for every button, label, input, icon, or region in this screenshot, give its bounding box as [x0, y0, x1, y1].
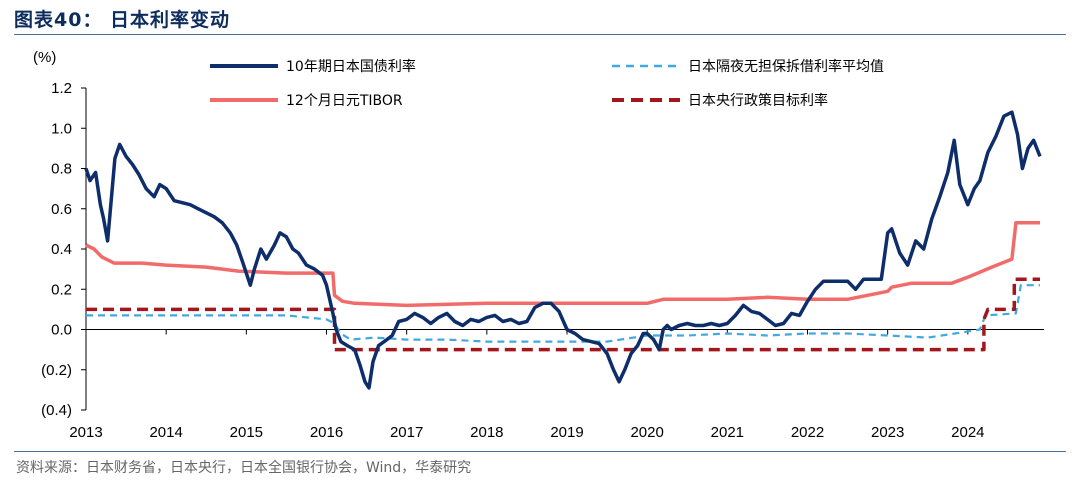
chart-legend: 10年期日本国债利率 日本隔夜无担保拆借利率平均值 12个月日元TIBOR 日本央行政… — [210, 58, 884, 109]
legend-label-2: 日本隔夜无担保拆借利率平均值 — [688, 58, 884, 75]
source-note: 资料来源：日本财务省，日本央行，日本全国银行协会，Wind，华泰研究 — [16, 460, 472, 476]
legend-label-1: 10年期日本国债利率 — [286, 58, 416, 75]
x-tick-label: 2023 — [871, 424, 904, 441]
y-tick-label: (0.2) — [41, 362, 72, 379]
series-line-1 — [84, 110, 1042, 390]
legend-label-3: 12个月日元TIBOR — [286, 93, 403, 109]
x-tick-label: 2024 — [951, 424, 984, 441]
series-line-2 — [86, 284, 1040, 343]
y-tick-label: 0.8 — [51, 161, 72, 178]
legend-label-4: 日本央行政策目标利率 — [688, 92, 828, 109]
y-tick-label: 0.4 — [51, 241, 72, 258]
x-tick-label: 2020 — [630, 424, 663, 441]
line-chart: (%) 1.2 1.0 0.8 0.6 0.4 0.2 0.0 (0.2) (0.4) 2013 20… — [33, 49, 1044, 441]
x-tick-label: 2016 — [310, 424, 343, 441]
y-tick-label: 0.0 — [51, 322, 72, 339]
y-axis-unit: (%) — [33, 49, 56, 66]
x-tick-label: 2017 — [390, 424, 423, 441]
source-divider — [14, 451, 1066, 452]
y-tick-label: (0.4) — [41, 402, 72, 419]
x-tick-label: 2013 — [69, 424, 102, 441]
series-line-3 — [85, 221, 1040, 308]
x-tick-label: 2014 — [149, 424, 182, 441]
x-tick-label: 2015 — [230, 424, 263, 441]
x-tick-label: 2022 — [791, 424, 824, 441]
y-tick-label: 0.6 — [51, 201, 72, 218]
series-layer — [84, 110, 1042, 390]
series-line-4 — [86, 277, 1040, 352]
x-tick-label: 2019 — [550, 424, 583, 441]
x-tick-label: 2018 — [470, 424, 503, 441]
x-tick-label: 2021 — [711, 424, 744, 441]
chart-title: 图表40： 日本利率变动 — [14, 9, 231, 31]
title-divider — [14, 34, 1066, 35]
chart-axes: (%) 1.2 1.0 0.8 0.6 0.4 0.2 0.0 (0.2) (0.4) 2013 20… — [33, 49, 1044, 441]
y-tick-label: 0.2 — [51, 281, 72, 298]
y-tick-label: 1.0 — [51, 120, 72, 137]
y-tick-label: 1.2 — [51, 80, 72, 97]
